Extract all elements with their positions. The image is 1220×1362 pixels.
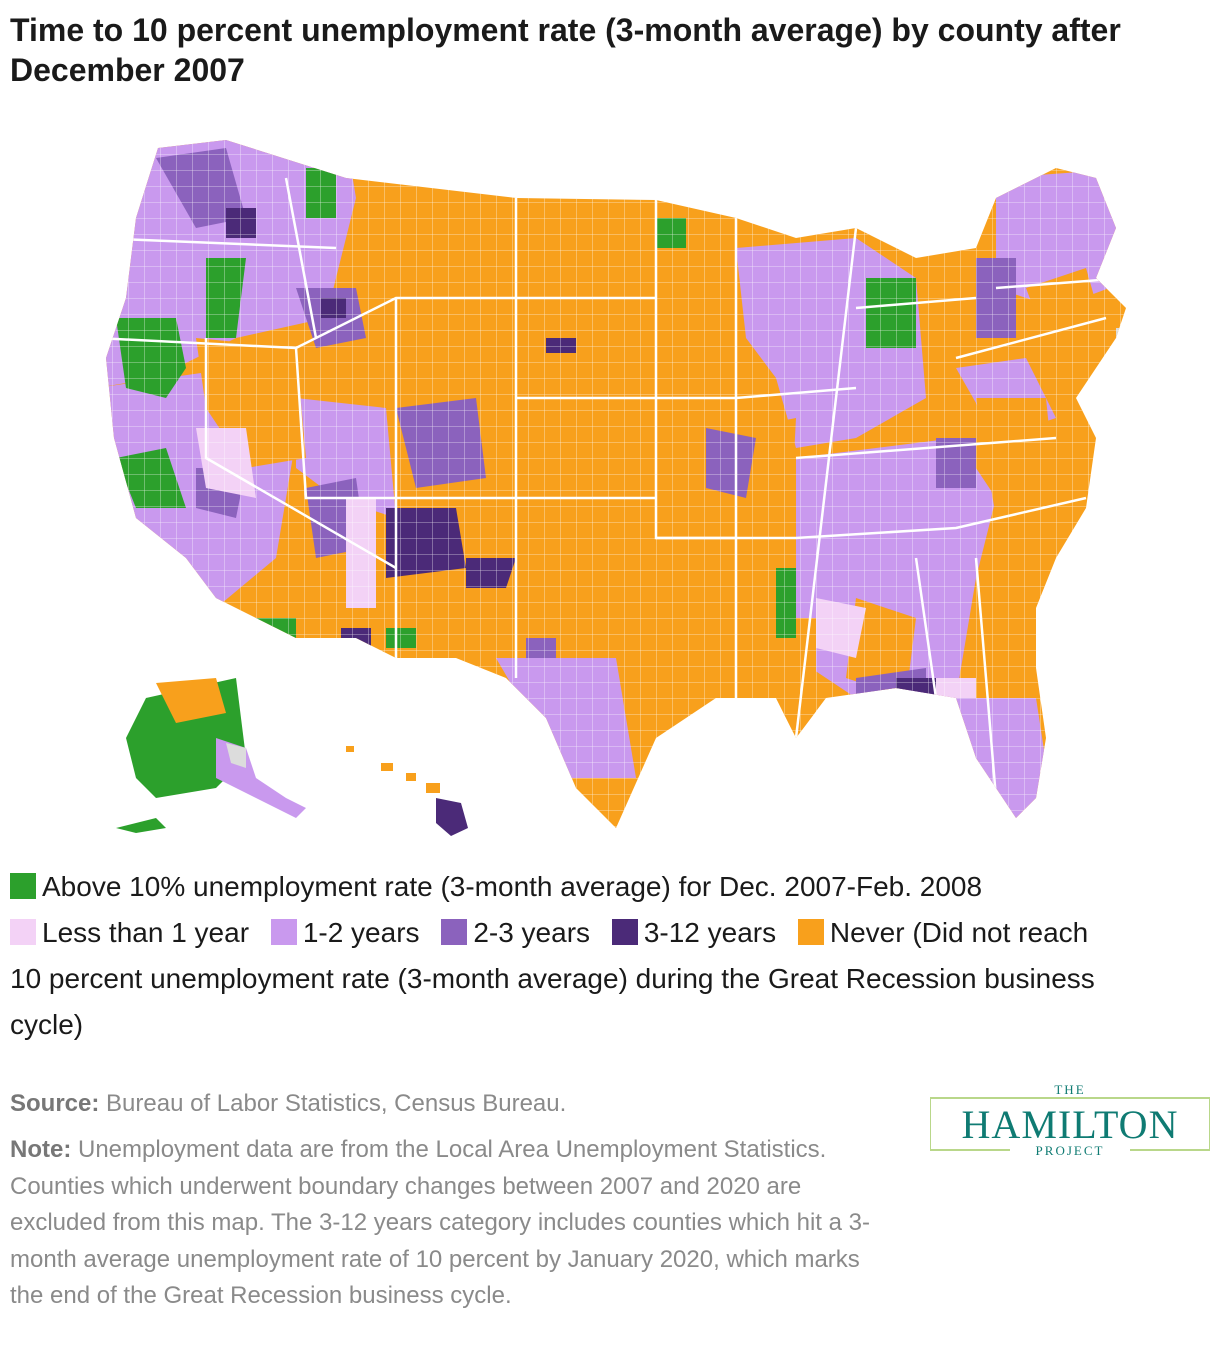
state-boundaries — [106, 177, 1126, 799]
alaska — [116, 678, 306, 833]
legend-swatch-lt1 — [10, 919, 36, 945]
legend-label-never: Never (Did not reach — [829, 917, 1089, 948]
source-line: Source: Bureau of Labor Statistics, Cens… — [10, 1086, 890, 1122]
legend-label-1-2: 1-2 years — [302, 917, 420, 948]
legend-swatch-3-12 — [611, 919, 638, 945]
note-text: Unemployment data are from the Local Are… — [10, 1136, 870, 1309]
legend-row-green: Above 10% unemployment rate (3-month ave… — [10, 864, 1210, 910]
legend-swatch-1-2 — [270, 919, 297, 945]
hamilton-project-logo: THE HAMILTON PROJECT — [929, 1082, 1211, 1158]
logo-the: THE — [1054, 1082, 1085, 1097]
legend-swatch-never — [797, 919, 824, 945]
note-label: Note: — [10, 1136, 72, 1163]
source-text: Bureau of Labor Statistics, Census Burea… — [106, 1090, 567, 1117]
hawaii — [346, 746, 468, 836]
us-county-map — [96, 138, 1212, 838]
legend-label-2-3: 2-3 years — [473, 917, 591, 948]
source-label: Source: — [10, 1090, 100, 1117]
legend-label-lt1: Less than 1 year — [42, 917, 250, 948]
legend-swatch-2-3 — [441, 919, 468, 945]
map-svg — [106, 140, 1126, 836]
logo-hamilton: HAMILTON — [962, 1102, 1179, 1147]
legend: Above 10% unemployment rate (3-month ave… — [10, 864, 1210, 1048]
chart-title: Time to 10 percent unemployment rate (3-… — [10, 12, 1121, 88]
legend-never-continuation: 10 percent unemployment rate (3-month av… — [10, 963, 1095, 1040]
legend-swatch-green — [10, 873, 36, 899]
legend-row-durations: Less than 1 year 1-2 years 2-3 years 3-1… — [10, 910, 1210, 956]
legend-label-green: Above 10% unemployment rate (3-month ave… — [42, 871, 983, 902]
note-block: Note: Unemployment data are from the Loc… — [10, 1132, 890, 1315]
region-excluded — [1116, 328, 1126, 358]
logo-project: PROJECT — [1036, 1143, 1105, 1158]
legend-label-3-12: 3-12 years — [643, 917, 777, 948]
